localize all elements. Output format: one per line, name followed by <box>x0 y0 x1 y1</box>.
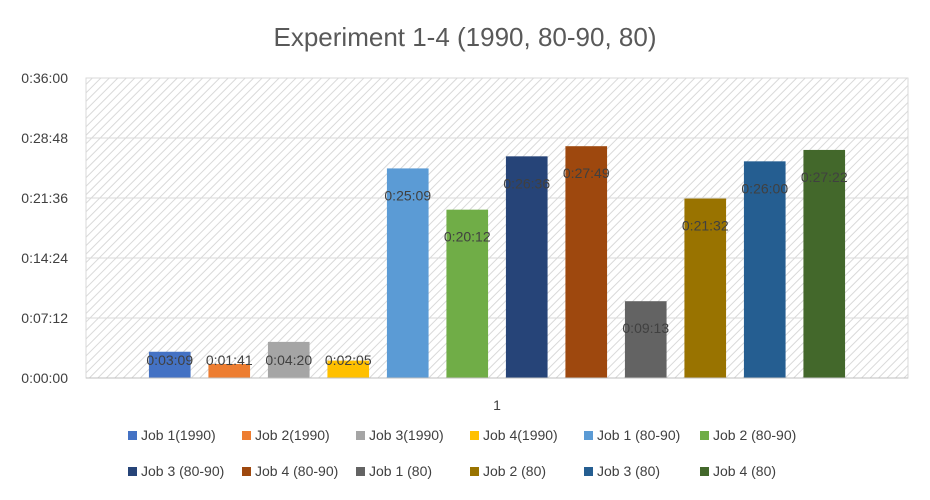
legend-swatch <box>584 467 593 476</box>
legend-swatch <box>470 431 479 440</box>
data-label: 0:09:13 <box>622 320 669 336</box>
bar <box>148 351 191 378</box>
legend-label: Job 3 (80) <box>597 463 660 479</box>
bar <box>327 360 370 378</box>
y-tick-label: 0:00:00 <box>21 370 68 386</box>
y-tick-label: 0:07:12 <box>21 310 68 326</box>
data-label: 0:25:09 <box>384 187 431 203</box>
bar <box>624 301 667 378</box>
bar <box>565 146 608 378</box>
bar <box>803 149 846 378</box>
legend-swatch <box>700 431 709 440</box>
legend-label: Job 2 (80) <box>483 463 546 479</box>
legend-label: Job 3(1990) <box>369 427 444 443</box>
data-label: 0:02:05 <box>325 352 372 368</box>
bar <box>446 209 489 378</box>
data-label: 0:01:41 <box>206 352 253 368</box>
legend-swatch <box>242 431 251 440</box>
data-label: 0:26:00 <box>741 180 788 196</box>
legend-label: Job 3 (80-90) <box>141 463 224 479</box>
x-tick-label: 1 <box>493 397 501 413</box>
bar <box>684 198 727 378</box>
bars <box>148 146 846 378</box>
legend-label: Job 2 (80-90) <box>713 427 796 443</box>
legend-swatch <box>356 467 365 476</box>
legend-swatch <box>242 467 251 476</box>
data-label: 0:03:09 <box>146 352 193 368</box>
chart-title: Experiment 1-4 (1990, 80-90, 80) <box>274 22 657 52</box>
legend-label: Job 1 (80-90) <box>597 427 680 443</box>
data-label: 0:26:36 <box>503 175 550 191</box>
legend-swatch <box>128 467 137 476</box>
legend-label: Job 1 (80) <box>369 463 432 479</box>
legend-swatch <box>470 467 479 476</box>
data-label: 0:20:12 <box>444 229 491 245</box>
legend-swatch <box>700 467 709 476</box>
data-label: 0:21:32 <box>682 218 729 234</box>
y-tick-label: 0:21:36 <box>21 190 68 206</box>
legend-label: Job 4 (80-90) <box>255 463 338 479</box>
legend-label: Job 4(1990) <box>483 427 558 443</box>
data-label: 0:04:20 <box>265 352 312 368</box>
bar <box>505 156 548 378</box>
bar <box>267 341 310 378</box>
legend: Job 1(1990) Job 2(1990) Job 3(1990) Job 4(1… <box>128 427 796 479</box>
legend-swatch <box>128 431 137 440</box>
legend-label: Job 2(1990) <box>255 427 330 443</box>
y-tick-label: 0:28:48 <box>21 130 68 146</box>
legend-label: Job 4 (80) <box>713 463 776 479</box>
legend-swatch <box>356 431 365 440</box>
data-label: 0:27:49 <box>563 165 610 181</box>
data-label: 0:27:22 <box>801 169 848 185</box>
x-axis: 1 <box>493 397 501 413</box>
y-tick-label: 0:36:00 <box>21 70 68 86</box>
bar <box>386 168 429 378</box>
bar <box>743 161 786 378</box>
bar <box>208 363 251 378</box>
y-tick-label: 0:14:24 <box>21 250 68 266</box>
y-axis: 0:00:00 0:07:12 0:14:24 0:21:36 0:28:48 0:36:… <box>21 70 68 386</box>
legend-swatch <box>584 431 593 440</box>
legend-label: Job 1(1990) <box>141 427 216 443</box>
data-labels: 0:03:09 0:01:41 0:04:20 0:02:05 0:25:09 0:20:… <box>146 165 847 368</box>
